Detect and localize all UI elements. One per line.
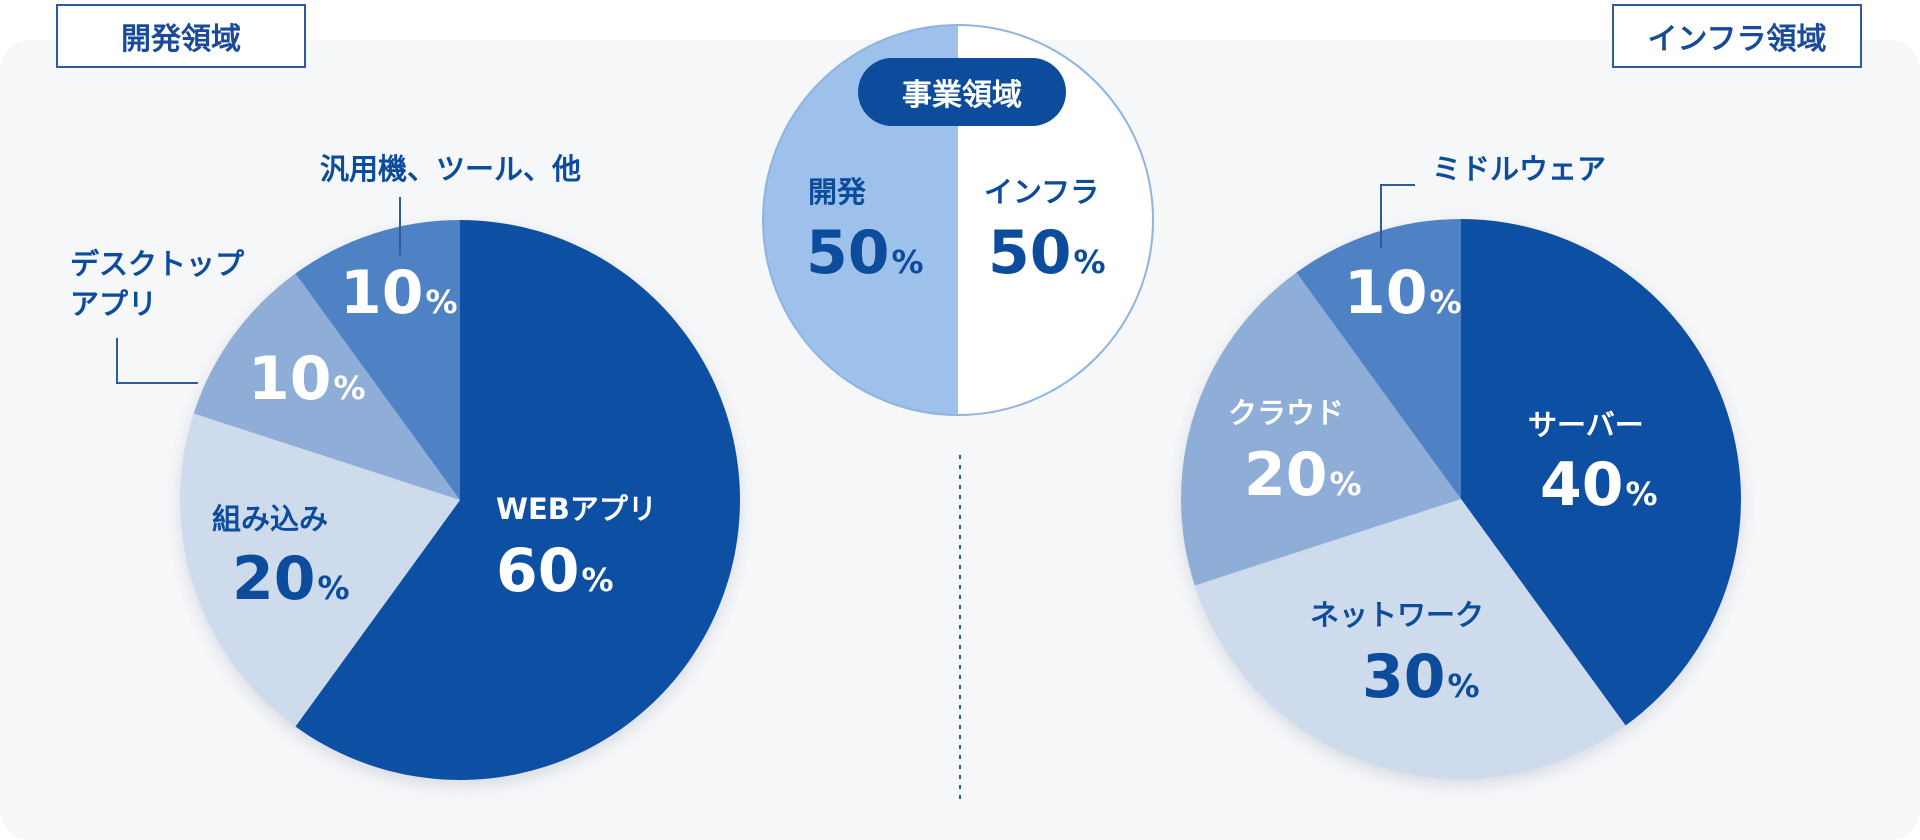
cloud-label: クラウド [1228, 396, 1345, 430]
dev-pie-chart [180, 220, 741, 780]
network-percent: 30% [1362, 642, 1480, 712]
web-app-percent: 60% [496, 536, 614, 606]
embedded-percent: 20% [232, 544, 350, 614]
dev-slice-2 [193, 273, 461, 500]
mainframe-percent: 10% [340, 258, 458, 328]
server-label: サーバー [1528, 408, 1644, 442]
middleware-percent: 10% [1344, 258, 1462, 328]
dev-slice-0 [295, 220, 741, 780]
business-dev-percent: 50% [806, 218, 924, 288]
business-dev-label: 開発 [808, 175, 867, 209]
web-app-label: WEBアプリ [496, 492, 657, 526]
middleware-leader-line [1380, 184, 1415, 248]
network-label: ネットワーク [1310, 598, 1485, 632]
server-percent: 40% [1540, 450, 1658, 520]
dev-slice-3 [295, 220, 460, 500]
mainframe-label: 汎用機、ツール、他 [320, 152, 582, 186]
infra-slice-2 [1181, 272, 1461, 586]
middleware-label: ミドルウェア [1432, 152, 1607, 186]
business-area-badge: 事業領域 [858, 58, 1066, 126]
business-infra-label: インフラ [984, 175, 1100, 209]
desktop-leader-line [116, 338, 198, 384]
dev-area-tag: 開発領域 [56, 4, 306, 68]
cloud-percent: 20% [1244, 440, 1362, 510]
infra-pie-chart [1181, 219, 1741, 779]
infra-area-tag: インフラ領域 [1612, 4, 1862, 68]
desktop-label-line1: デスクトップ [70, 247, 245, 281]
embedded-label: 組み込み [212, 502, 329, 536]
infra-slice-0 [1461, 219, 1741, 726]
infra-slice-1 [1194, 499, 1626, 779]
business-outline [762, 24, 1154, 416]
infra-slice-3 [1296, 219, 1461, 499]
desktop-label-line2: アプリ [70, 287, 158, 321]
dev-slice-1 [180, 413, 460, 727]
desktop-percent: 10% [248, 344, 366, 414]
business-infra-percent: 50% [988, 218, 1106, 288]
